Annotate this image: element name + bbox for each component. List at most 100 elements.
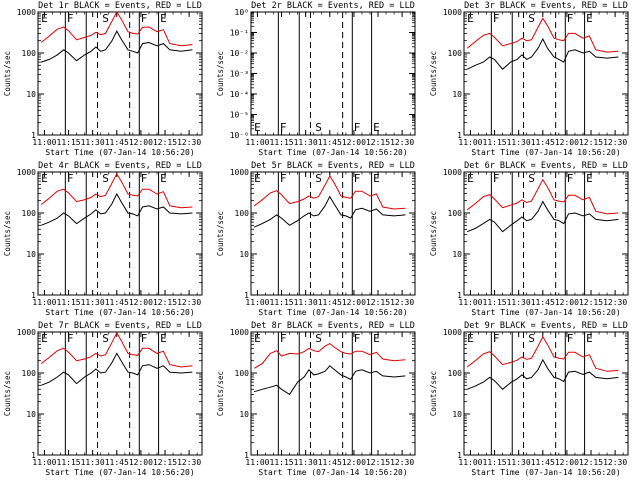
phase-marker-label: S [102,12,109,25]
y-tick-label: 100 [235,369,250,378]
x-tick-label: 11:00 [245,458,269,467]
phase-marker-label: F [493,12,500,25]
x-tick-label: 12:00 [129,138,153,147]
plot-frame [463,171,629,296]
y-tick-label: 1 [457,451,462,460]
series-events-line [466,37,619,71]
plot-frame [37,11,203,136]
y-tick-label: 10⁻¹ [230,29,249,38]
y-tick-label: 10⁻⁴ [230,90,249,99]
plot-frame [37,331,203,456]
phase-marker-label: E [373,332,380,345]
x-tick-label: 12:30 [603,458,627,467]
x-tick-label: 11:15 [483,138,507,147]
x-tick-label: 12:30 [177,458,201,467]
phase-marker-label: S [315,332,322,345]
y-tick-label: 1 [457,131,462,140]
x-tick-label: 11:00 [245,138,269,147]
phase-marker-label: S [315,172,322,185]
y-tick-label: 100 [448,369,463,378]
y-tick-label: 10⁰ [235,8,249,17]
y-tick-label: 10 [26,250,36,259]
series-lld-line [253,343,406,369]
detector-chart-5: Det 5r BLACK = Events, RED = LLD 1 10 100 10… [216,161,416,317]
y-tick-label: 1 [31,291,36,300]
x-tick-label: 11:30 [507,298,531,307]
phase-marker-label: E [41,332,48,345]
series-lld-line [466,17,619,53]
x-tick-label: 11:00 [32,458,56,467]
x-axis-label: Start Time (07-Jan-14 10:56:20) [471,148,620,157]
y-axis-label: Counts/sec [429,51,438,96]
detector-chart-3: Det 3r BLACK = Events, RED = LLD 1 10 100 10… [429,1,629,157]
y-tick-label: 100 [448,49,463,58]
phase-marker-label: E [467,12,474,25]
x-tick-label: 11:00 [32,138,56,147]
x-axis-label: Start Time (07-Jan-14 10:56:20) [258,468,407,477]
phase-marker-label: F [354,332,361,345]
x-tick-label: 12:00 [555,138,579,147]
y-tick-label: 10⁻² [230,49,249,58]
phase-marker-label: F [567,172,574,185]
x-tick-label: 11:45 [105,298,129,307]
x-tick-label: 11:45 [318,138,342,147]
x-tick-label: 11:15 [483,458,507,467]
series-events-line [41,192,193,226]
y-tick-label: 10⁻³ [230,70,249,79]
y-tick-label: 100 [22,369,37,378]
y-tick-label: 1 [31,451,36,460]
chart-title: Det 9r BLACK = Events, RED = LLD [464,321,628,331]
y-tick-label: 1000 [443,168,462,177]
series-events-line [41,30,193,63]
x-axis-label: Start Time (07-Jan-14 10:56:20) [258,148,407,157]
y-axis-label: Counts/sec [216,371,225,416]
x-tick-label: 11:30 [294,298,318,307]
x-tick-label: 12:30 [177,298,201,307]
phase-marker-label: E [41,172,48,185]
phase-marker-label: F [67,172,74,185]
series-events-line [467,200,619,233]
plot-frame [37,171,203,296]
phase-marker-label: F [567,12,574,25]
series-lld-line [466,335,619,372]
phase-marker-label: E [373,121,380,134]
phase-marker-label: F [354,121,361,134]
phase-marker-label: F [67,12,74,25]
phase-marker-label: E [467,172,474,185]
phase-marker-label: E [586,12,593,25]
x-tick-label: 11:30 [507,138,531,147]
phase-marker-label: E [160,332,167,345]
series-lld-line [40,172,193,209]
x-tick-label: 11:15 [270,298,294,307]
y-tick-label: 10 [452,410,462,419]
phase-marker-label: E [586,172,593,185]
x-axis-label: Start Time (07-Jan-14 10:56:20) [45,148,194,157]
y-tick-label: 1000 [17,8,36,17]
y-tick-label: 1000 [443,8,462,17]
plot-frame [250,331,416,456]
series-lld-line [253,175,406,210]
y-tick-label: 10⁻⁵ [230,111,249,120]
x-tick-label: 11:30 [294,458,318,467]
y-tick-label: 10⁻⁶ [230,131,249,140]
plot-frame [463,11,629,136]
detector-chart-1: Det 1r BLACK = Events, RED = LLD 1 10 100 10… [3,1,203,157]
plot-frame [463,331,629,456]
x-tick-label: 12:15 [366,458,390,467]
y-tick-label: 1000 [17,328,36,337]
x-tick-label: 11:00 [458,298,482,307]
phase-marker-label: E [254,332,261,345]
y-tick-label: 1000 [230,328,249,337]
x-tick-label: 11:45 [531,458,555,467]
phase-marker-label: F [141,172,148,185]
phase-marker-label: F [67,332,74,345]
x-tick-label: 11:30 [294,138,318,147]
y-tick-label: 100 [22,49,37,58]
y-tick-label: 100 [448,209,463,218]
x-tick-label: 11:15 [483,298,507,307]
x-tick-label: 12:00 [342,458,366,467]
x-tick-label: 11:30 [81,458,105,467]
x-tick-label: 12:15 [153,138,177,147]
x-tick-label: 12:00 [342,138,366,147]
y-axis-label: Counts/sec [3,371,12,416]
